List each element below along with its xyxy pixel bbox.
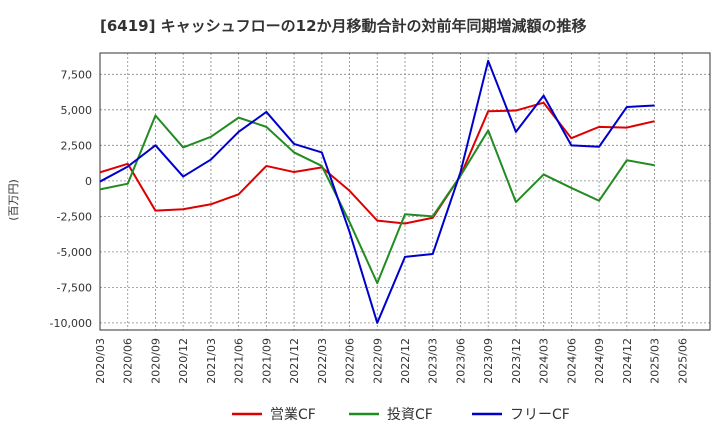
x-tick-label: 2023/06 <box>454 338 467 384</box>
x-tick-label: 2020/06 <box>122 338 135 384</box>
x-tick-label: 2020/09 <box>149 338 162 384</box>
series-line-0 <box>99 101 655 225</box>
y-tick-label: -2,500 <box>57 210 92 223</box>
plot-area: 7,500 5,000 2,500 0 -2,500 -5,000 -7,500 -10,00… <box>50 52 711 384</box>
y-tick-label: 5,000 <box>61 104 93 117</box>
y-tick-label: -7,500 <box>57 281 92 294</box>
x-tick-label: 2021/03 <box>205 338 218 384</box>
y-axis-label: (百万円) <box>7 179 20 221</box>
x-tick-label: 2022/12 <box>399 338 412 384</box>
x-tick-label: 2021/12 <box>288 338 301 384</box>
x-tick-label: 2024/03 <box>538 338 551 384</box>
legend-label-0: 営業CF <box>270 407 316 423</box>
x-tick-label: 2022/03 <box>316 338 329 384</box>
x-tick-label: 2024/06 <box>565 338 578 384</box>
plot-background <box>100 53 710 330</box>
x-tick-label: 2021/06 <box>233 338 246 384</box>
y-tick-label: 7,500 <box>61 68 93 81</box>
chart-title: [6419] キャッシュフローの12か月移動合計の対前年同期増減額の推移 <box>100 17 587 35</box>
x-tick-label: 2024/09 <box>593 338 606 384</box>
x-tick-label: 2021/09 <box>260 338 273 384</box>
legend-label-1: 投資CF <box>387 407 433 423</box>
legend-label-2: フリーCF <box>510 407 570 423</box>
x-tick-label: 2023/12 <box>510 338 523 384</box>
legend: 営業CF 投資CF フリーCF <box>232 407 570 423</box>
y-tick-label: -10,000 <box>50 317 92 330</box>
series-line-1 <box>99 114 655 285</box>
x-tick-label: 2025/03 <box>649 338 662 384</box>
x-tick-label: 2024/12 <box>621 338 634 384</box>
x-tick-label: 2023/03 <box>427 338 440 384</box>
series-line-2 <box>99 59 655 324</box>
y-tick-label: -5,000 <box>57 246 92 259</box>
x-tick-label: 2025/06 <box>676 338 689 384</box>
y-tick-label: 0 <box>85 175 92 188</box>
x-tick-label: 2023/09 <box>482 338 495 384</box>
x-tick-label: 2022/09 <box>371 338 384 384</box>
x-tick-label: 2020/12 <box>177 338 190 384</box>
x-tick-label: 2022/06 <box>344 338 357 384</box>
x-tick-label: 2020/03 <box>94 338 107 384</box>
y-tick-label: 2,500 <box>61 139 93 152</box>
plot-frame <box>99 52 711 331</box>
